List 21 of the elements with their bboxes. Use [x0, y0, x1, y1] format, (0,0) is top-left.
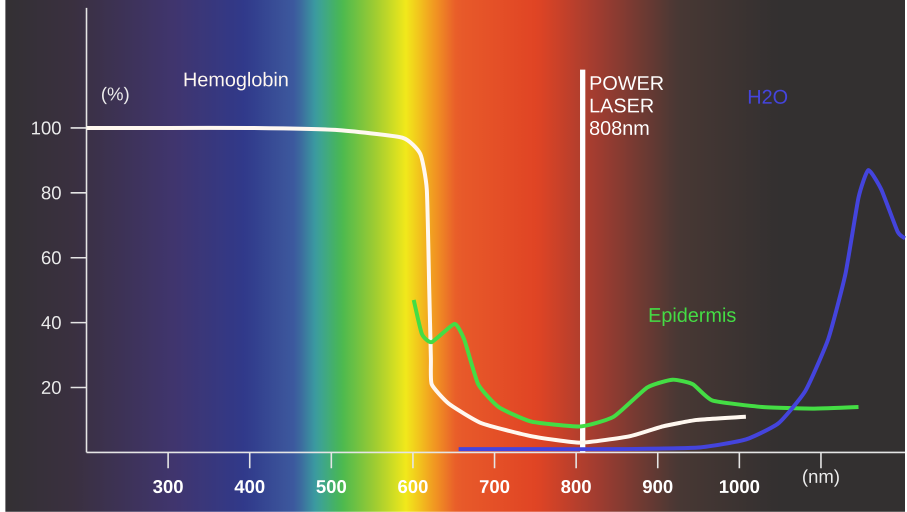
ref-line-label: POWER LASER 808nm — [590, 76, 664, 136]
x-tick-label: 400 — [234, 480, 264, 494]
x-tick-label: 700 — [480, 480, 510, 494]
x-axis-title: (nm) — [803, 469, 839, 487]
x-tick-label: 600 — [398, 480, 428, 494]
y-tick-label: 60 — [42, 251, 61, 264]
series-label: Hemoglobin — [184, 72, 288, 90]
x-tick-label: 1000 — [720, 480, 760, 494]
y-axis-title: (%) — [102, 86, 129, 104]
y-tick-label: 20 — [42, 380, 61, 394]
text: Epidermis — [650, 307, 736, 326]
x-tick-label: 500 — [316, 480, 346, 494]
y-tick-label: 100 — [32, 121, 61, 135]
x-tick-label: 900 — [642, 480, 672, 494]
text: H2O — [748, 90, 788, 104]
x-tick-label: 800 — [561, 480, 591, 494]
line-series — [412, 298, 860, 428]
line-series — [456, 168, 907, 452]
y-tick-label: 80 — [42, 186, 61, 200]
y-tick-label: 40 — [41, 316, 61, 330]
x-tick-label: 300 — [153, 480, 183, 494]
